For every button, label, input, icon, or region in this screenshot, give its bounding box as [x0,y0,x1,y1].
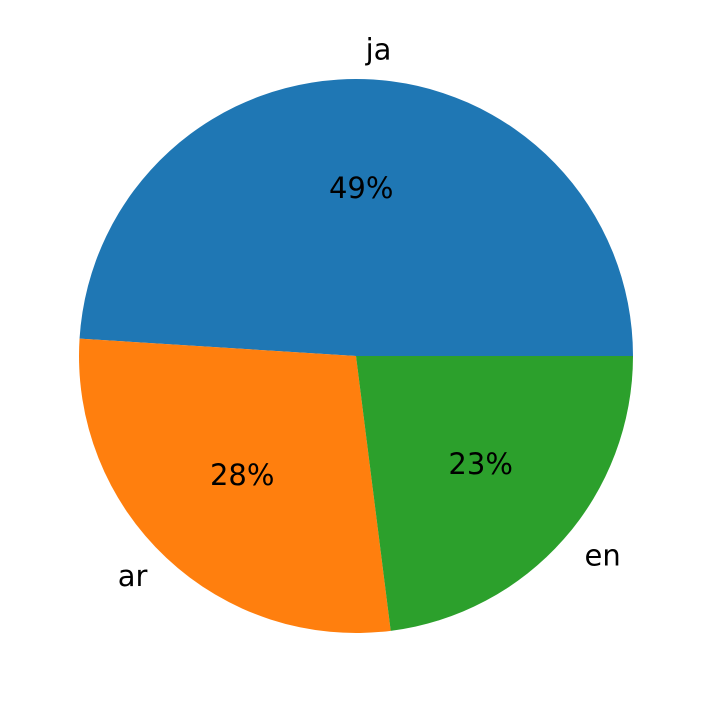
pie-slice [79,79,634,357]
percent-label: 28% [210,458,274,492]
slice-label: ar [118,559,148,593]
percent-label: 49% [329,171,393,205]
slice-label: en [585,539,621,573]
pie-slice [78,338,391,634]
pie-slice [356,356,633,631]
slice-label: ja [365,32,392,66]
percent-label: 23% [448,447,512,481]
